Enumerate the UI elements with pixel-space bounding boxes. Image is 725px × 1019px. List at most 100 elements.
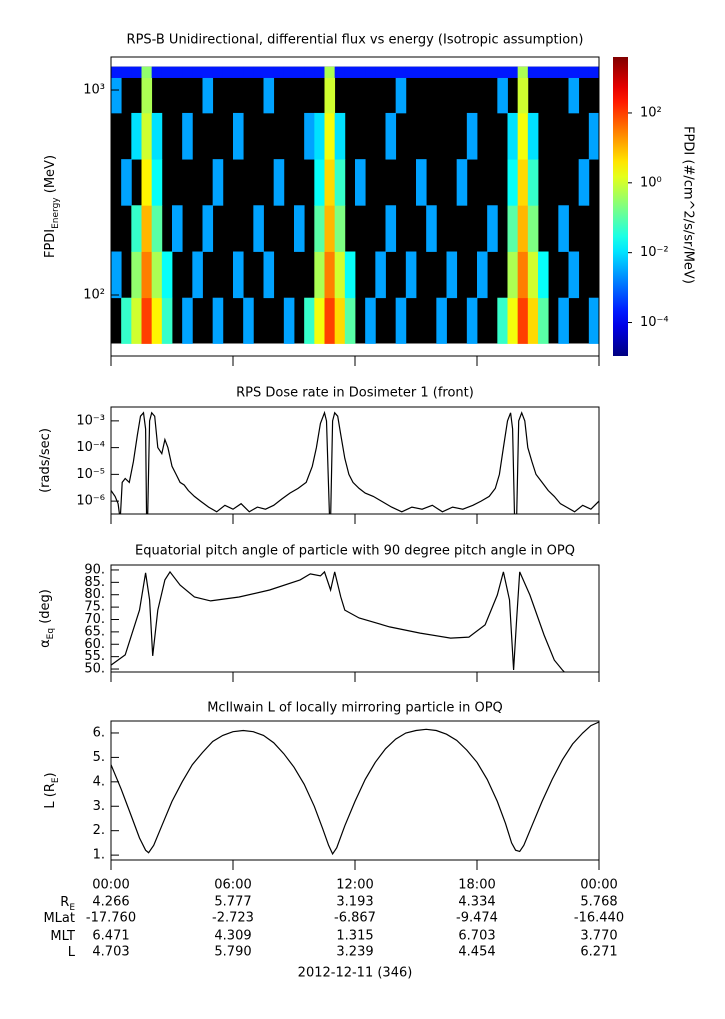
panel-title: McIlwain L of locally mirroring particle… <box>207 701 503 716</box>
heatmap-cell <box>436 66 447 78</box>
heatmap-cell <box>141 77 153 114</box>
heatmap-cell <box>263 66 275 78</box>
heatmap-cell <box>151 297 163 344</box>
heatmap-cell <box>487 66 498 78</box>
heatmap-cell <box>222 66 234 78</box>
heatmap-cell <box>497 77 508 114</box>
heatmap-cell <box>527 205 539 252</box>
ephemeris-value: 5.777 <box>214 895 251 910</box>
heatmap-cell <box>314 205 325 252</box>
ephemeris-value: 6.471 <box>92 929 129 944</box>
heatmap-cell <box>253 205 264 252</box>
heatmap-cell <box>487 205 498 252</box>
heatmap-cell <box>527 159 539 206</box>
heatmap-cell <box>527 112 539 160</box>
heatmap-cell <box>233 112 244 160</box>
heatmap-cell <box>263 251 275 299</box>
heatmap-cell <box>304 66 315 78</box>
heatmap-cell <box>294 66 305 78</box>
ephemeris-value: 3.770 <box>580 929 617 944</box>
heatmap-cell <box>192 66 203 78</box>
heatmap-cell <box>568 251 580 299</box>
heatmap-cell <box>243 66 254 78</box>
heatmap-cell <box>283 297 295 344</box>
heatmap-cell <box>527 66 539 78</box>
heatmap-cell <box>507 205 519 252</box>
date-label: 2012-12-11 (346) <box>298 966 413 981</box>
y-tick-label: 5. <box>93 750 105 765</box>
x-tick-label: 12:00 <box>336 878 373 893</box>
heatmap-cell <box>517 66 529 78</box>
heatmap-cell <box>314 66 325 78</box>
heatmap-cell <box>466 112 478 160</box>
heatmap-cell <box>446 66 458 78</box>
colorbar-tick-label: 10² <box>640 105 662 120</box>
heatmap-cell <box>243 297 254 344</box>
heatmap-cell <box>355 66 366 78</box>
heatmap-cell <box>121 297 132 344</box>
heatmap-cell <box>131 66 142 78</box>
heatmap-cell <box>538 297 549 344</box>
heatmap-cell <box>141 297 153 344</box>
ephemeris-value: 4.266 <box>92 895 129 910</box>
heatmap-cell <box>172 66 183 78</box>
heatmap-cell <box>568 66 580 78</box>
heatmap-cell <box>466 66 478 78</box>
y-axis-label: FPDIEnergy (MeV) <box>43 155 61 258</box>
heatmap-cell <box>131 112 142 160</box>
x-tick-label: 06:00 <box>214 878 251 893</box>
heatmap-cell <box>324 159 336 206</box>
data-line <box>111 410 599 514</box>
ephemeris-label: L <box>68 945 76 960</box>
heatmap-cell <box>456 66 468 78</box>
heatmap-cell <box>314 297 325 344</box>
heatmap-cell <box>151 66 163 78</box>
y-tick-label: 50. <box>84 662 105 677</box>
heatmap-cell <box>375 251 386 299</box>
ephemeris-value: 4.309 <box>214 929 251 944</box>
heatmap-cell <box>405 66 417 78</box>
y-tick-label: 10⁻⁶ <box>76 494 105 509</box>
y-tick-label: 2. <box>93 823 105 838</box>
subscript: Energy <box>51 197 61 229</box>
heatmap-cell <box>324 66 336 78</box>
heatmap-cell <box>527 251 539 299</box>
heatmap-cell <box>111 77 122 114</box>
label-part: MLT <box>50 929 75 944</box>
y-tick-label: 10⁻⁴ <box>76 440 105 455</box>
heatmap-cell <box>507 251 519 299</box>
heatmap-cell <box>334 66 346 78</box>
heatmap-cell <box>314 251 325 299</box>
panel-title: RPS Dose rate in Dosimeter 1 (front) <box>236 386 474 401</box>
heatmap-cell <box>395 297 407 344</box>
heatmap-cell <box>344 297 356 344</box>
heatmap-cell <box>141 112 153 160</box>
heatmap-cell <box>385 112 397 160</box>
heatmap-cell <box>314 159 325 206</box>
heatmap-cell <box>344 66 356 78</box>
y-axis-label: αEq (deg) <box>38 589 56 648</box>
heatmap-cell <box>426 66 437 78</box>
heatmap-cell <box>385 205 397 252</box>
subscript: Eq <box>46 628 56 639</box>
y-tick-label: 90. <box>84 562 105 577</box>
y-tick-label: 65. <box>84 624 105 639</box>
y-axis-label: (rads/sec) <box>38 428 53 493</box>
heatmap-cell <box>324 297 336 344</box>
heatmap-cell <box>233 66 244 78</box>
heatmap-cell <box>172 205 183 252</box>
heatmap-cell <box>121 159 132 206</box>
heatmap-cell <box>395 66 407 78</box>
heatmap-cell <box>182 112 193 160</box>
ephemeris-label: MLat <box>43 911 75 926</box>
heatmap-cell <box>538 66 549 78</box>
heatmap-cell <box>294 205 305 252</box>
heatmap-cell <box>304 112 315 160</box>
heatmap-cell <box>446 251 458 299</box>
heatmap-cell <box>416 159 427 206</box>
ephemeris-value: 5.790 <box>214 945 251 960</box>
label-part: R <box>60 895 69 910</box>
heatmap-cell <box>121 66 132 78</box>
y-tick-label: 4. <box>93 774 105 789</box>
